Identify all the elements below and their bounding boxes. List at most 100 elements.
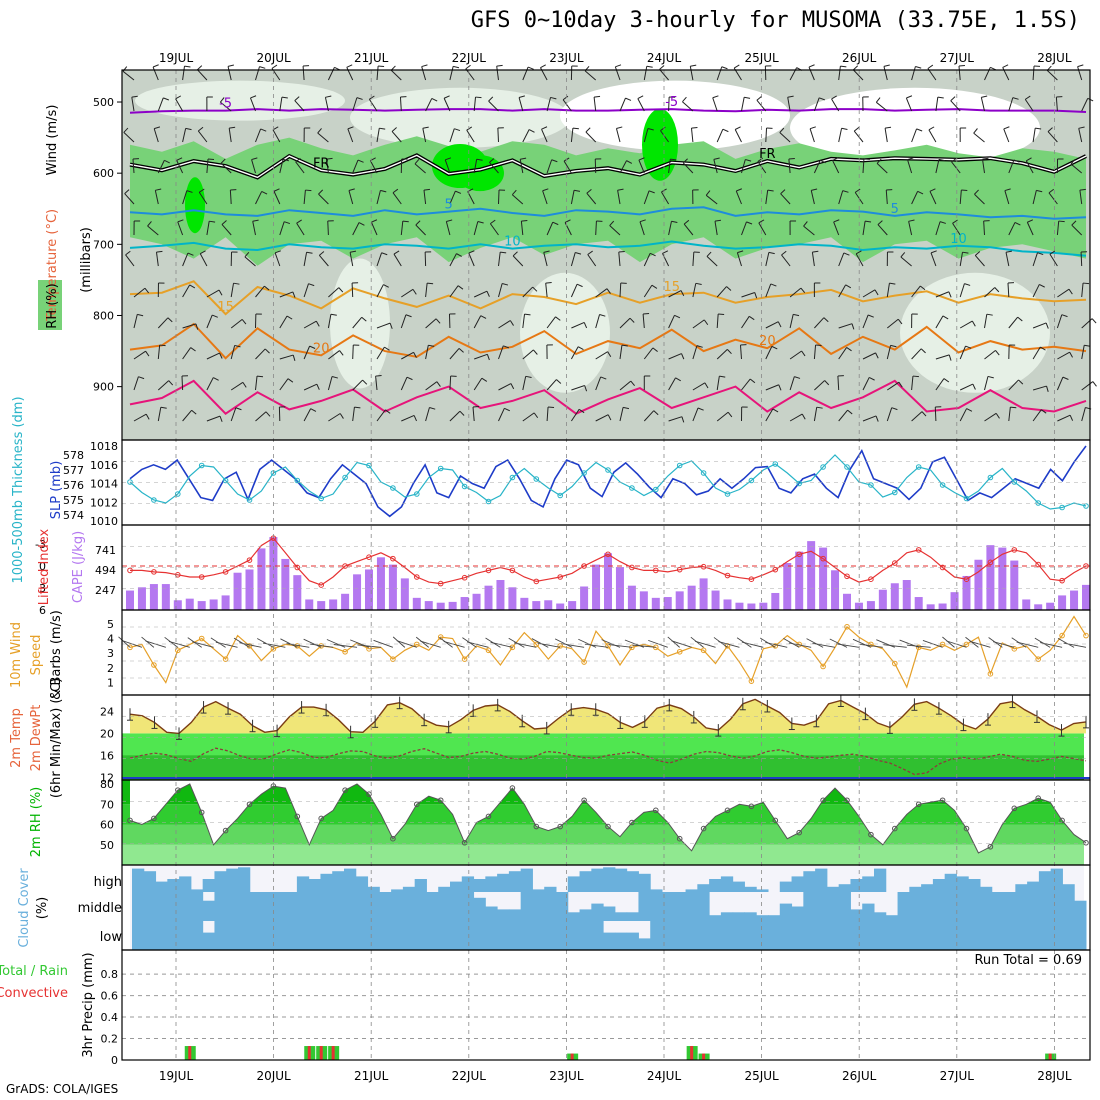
wind-barb-flag: [811, 188, 818, 191]
wind-barb: [422, 128, 427, 143]
wind-barb: [449, 285, 459, 298]
wind-barb-flag: [875, 352, 879, 359]
isotherm-label: 5: [445, 198, 453, 213]
wind-barb: [980, 97, 985, 112]
wind-barb: [333, 644, 358, 648]
wind-barb: [788, 159, 791, 174]
wind-barb-flag: [250, 95, 257, 99]
thickness-tick: 576: [63, 479, 84, 492]
wind-barb: [883, 644, 907, 648]
cape-bar: [604, 553, 612, 610]
wind-barb-flag: [599, 314, 606, 317]
cloud-bar-low: [614, 932, 628, 950]
wind-barb: [765, 252, 770, 267]
wind-barb-flag: [292, 291, 296, 298]
wind-barb-flag: [371, 219, 378, 223]
thickness-line-point: [485, 498, 492, 505]
rh-line-point: [1059, 817, 1065, 824]
wind-barb: [328, 413, 341, 422]
wind-barb-flag: [607, 414, 612, 421]
wind-speed-line: [129, 615, 1087, 689]
cloud-bar-low: [815, 921, 828, 950]
wind-barb-flag: [823, 317, 829, 323]
wind-barb-flag: [421, 64, 428, 68]
rh-line-point: [342, 787, 348, 793]
wind-barb-flag: [545, 281, 552, 284]
wind-barb-flag: [195, 323, 199, 330]
cloud-bar-low: [226, 921, 239, 950]
cloud-bar-low: [332, 921, 345, 950]
dry-area: [790, 87, 1040, 168]
cape-bar: [341, 593, 350, 610]
wind-barb: [838, 284, 847, 298]
rh-line-point: [963, 825, 970, 832]
wind-barb-flag: [865, 220, 872, 223]
wind-barb-flag: [788, 158, 795, 160]
cloud-bar-low: [497, 921, 510, 950]
wind-speed-line-point: [461, 656, 468, 662]
wind-barb: [153, 128, 159, 143]
cloud-bar-middle: [614, 912, 628, 921]
cloud-bar-middle: [1074, 900, 1087, 921]
cloud-bar-high: [320, 873, 333, 892]
wind-barb-flag: [907, 157, 914, 161]
wind-barb-flag: [891, 407, 898, 411]
wind-barb-flag: [875, 97, 881, 103]
li-tick: 6: [39, 604, 46, 617]
cloud-bar-middle: [226, 892, 239, 921]
li-tick: -3: [35, 538, 46, 551]
wind-barb: [449, 410, 461, 422]
cape-bar: [412, 597, 421, 610]
wind-barb: [639, 221, 645, 236]
wind-barb: [615, 128, 621, 143]
wind-barb: [508, 637, 525, 648]
wind-tick: 3: [107, 647, 114, 660]
wind-barb: [705, 194, 718, 205]
wind-barb-flag: [583, 322, 588, 329]
cloud-axis-label: (%): [35, 897, 50, 920]
wind-barb-flag: [696, 345, 703, 348]
wind-barb-flag: [468, 250, 475, 254]
wind-barb-flag: [338, 287, 344, 293]
wind-barb-flag: [476, 158, 483, 161]
wind-barb-flag: [1091, 318, 1097, 324]
wind-barb-flag: [800, 287, 806, 294]
wind-barb: [349, 252, 354, 267]
wind-barb: [198, 192, 208, 205]
wind-barb-flag: [915, 66, 922, 69]
wind-barb-flag: [772, 408, 779, 413]
wind-barb-flag: [719, 375, 726, 378]
cape-bar: [711, 590, 720, 610]
cloud-bar-low: [685, 921, 698, 950]
cape-bar: [532, 601, 541, 610]
temp-tick: 24: [100, 705, 114, 718]
wind-barb: [473, 159, 478, 174]
wind-barb-flag: [125, 250, 131, 256]
cloud-bar-low: [991, 921, 1005, 950]
wind-barb-flag: [793, 313, 800, 317]
slp-tick: 1014: [90, 478, 118, 491]
cloud-bar-low: [732, 921, 745, 950]
temp-tick: 20: [100, 727, 114, 740]
wind-barb: [444, 159, 451, 174]
wind-barb-flag: [221, 220, 227, 225]
wind-barb-flag: [625, 97, 632, 101]
wind-barb-flag: [274, 250, 281, 254]
wind-barb-flag: [309, 345, 316, 349]
wind-barb-flag: [958, 65, 965, 67]
li-line-point: [1011, 547, 1018, 553]
wind-barb: [959, 383, 974, 391]
cloud-bar-high: [332, 871, 345, 892]
wind-barb: [519, 159, 524, 174]
wind-barb-flag: [812, 250, 819, 253]
wind-axis-label: & Barbs (m/s): [49, 610, 64, 700]
wind-barb-flag: [234, 344, 241, 348]
wind-barb: [831, 98, 840, 112]
wind-barb: [958, 66, 961, 81]
wind-barb: [1057, 414, 1071, 422]
wind-barb-flag: [966, 408, 973, 412]
wind-barb: [303, 383, 318, 391]
wind-barb: [935, 291, 950, 298]
cloud-bar-middle: [791, 906, 804, 921]
